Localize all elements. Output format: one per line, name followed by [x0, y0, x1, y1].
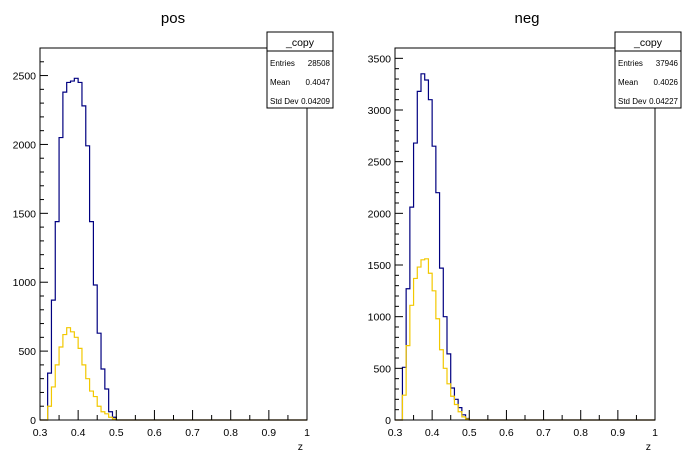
x-tick-label: 0.6	[147, 427, 162, 439]
x-tick-label: 1	[304, 427, 310, 439]
pad-pos: pos 0.3 0.4 0.5 0.6 0.7 0.8 0.9 1 0 500 1000 1500 200…	[13, 10, 334, 453]
y-tick-label: 500	[18, 346, 36, 358]
stats-label: Entries	[270, 59, 295, 68]
stats-name: _copy	[285, 37, 315, 49]
y-tick-label: 2000	[13, 139, 37, 151]
stats-value: 0.4047	[306, 78, 331, 87]
x-axis-label: z	[298, 441, 303, 453]
stats-value: 0.04209	[301, 97, 330, 106]
x-tick-label: 0.7	[185, 427, 200, 439]
y-tick-label: 2000	[368, 208, 392, 220]
x-tick-label: 0.8	[573, 427, 588, 439]
y-tick-label: 2500	[13, 71, 37, 83]
y-tick-label: 500	[373, 363, 391, 375]
pad-neg: neg 0.3 0.4 0.5 0.6 0.7 0.8 0.9 1 0 500 1000 1500 200…	[368, 10, 682, 453]
y-tick-label: 2500	[368, 157, 392, 169]
x-tick-label: 0.5	[462, 427, 477, 439]
histogram-series-subset	[395, 258, 655, 421]
histogram-series-all	[40, 77, 307, 421]
stats-value: 28508	[308, 59, 331, 68]
histogram-series-subset	[40, 327, 307, 421]
y-tick-label: 1500	[368, 260, 392, 272]
stats-value: 0.04227	[649, 97, 678, 106]
stats-box-frame	[614, 31, 682, 109]
stats-label: Std Dev	[270, 97, 298, 106]
stats-label: Mean	[618, 78, 638, 87]
stats-label: Mean	[270, 78, 290, 87]
stats-value: 37946	[656, 59, 679, 68]
chart-title: neg	[514, 10, 539, 27]
x-tick-label: 0.4	[71, 427, 86, 439]
x-tick-label: 0.6	[499, 427, 514, 439]
stats-value: 0.4026	[654, 78, 679, 87]
x-tick-label: 1	[652, 427, 658, 439]
stats-box: _copy Entries 28508 Mean 0.4047 Std Dev 0.0420…	[266, 31, 334, 109]
x-tick-label: 0.5	[109, 427, 124, 439]
chart-title: pos	[161, 10, 185, 27]
y-tick-label: 1000	[368, 312, 392, 324]
histogram-series-all	[395, 73, 655, 421]
x-tick-label: 0.7	[536, 427, 551, 439]
stats-box: _copy Entries 37946 Mean 0.4026 Std Dev 0.0422…	[614, 31, 682, 109]
stats-box-frame	[266, 31, 334, 109]
y-tick-label: 1000	[13, 277, 37, 289]
x-tick-label: 0.4	[425, 427, 440, 439]
y-tick-label: 0	[30, 415, 36, 427]
x-tick-label: 0.8	[223, 427, 238, 439]
stats-name: _copy	[633, 37, 663, 49]
x-tick-label: 0.9	[262, 427, 277, 439]
y-tick-label: 0	[385, 415, 391, 427]
stats-label: Entries	[618, 59, 643, 68]
y-tick-label: 3000	[368, 105, 392, 117]
x-tick-label: 0.3	[33, 427, 48, 439]
stats-label: Std Dev	[618, 97, 646, 106]
y-tick-label: 1500	[13, 208, 37, 220]
x-tick-label: 0.3	[388, 427, 403, 439]
y-tick-label: 3500	[368, 53, 392, 65]
x-axis-label: z	[646, 441, 651, 453]
x-tick-label: 0.9	[611, 427, 626, 439]
